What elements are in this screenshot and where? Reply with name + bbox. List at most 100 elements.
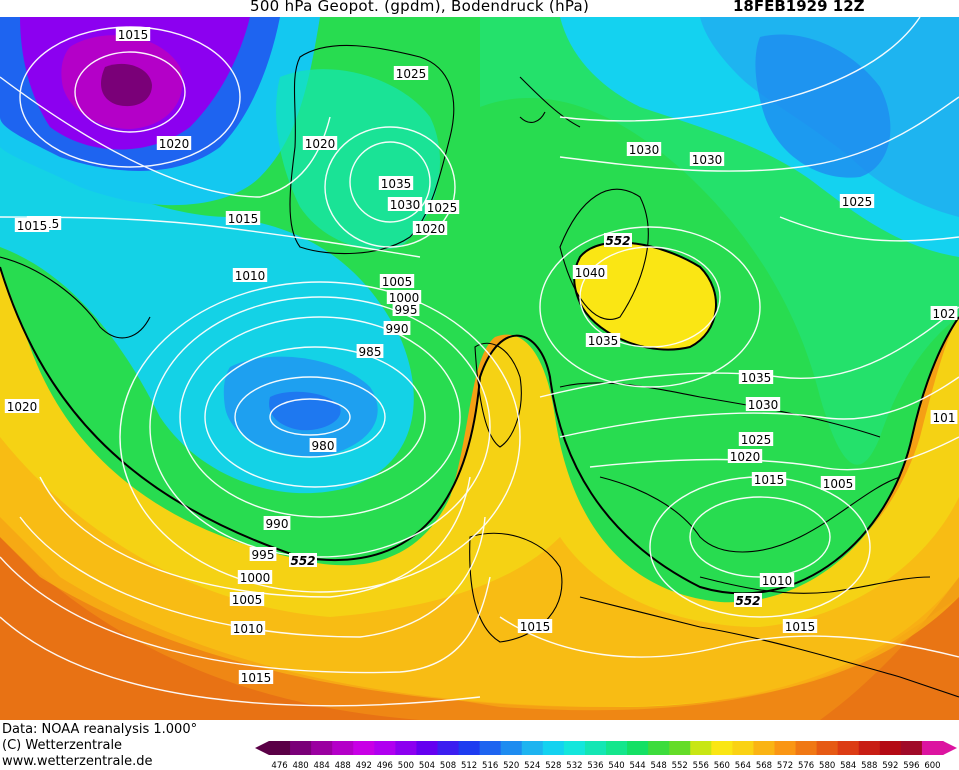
- isobar-label: 1000: [237, 570, 273, 585]
- isobar-label: 1015: [238, 670, 274, 685]
- legend-swatch: [353, 741, 375, 755]
- legend-tick-label: 500: [398, 761, 414, 770]
- legend-swatch: [774, 741, 797, 755]
- isobar-label-text: 990: [266, 517, 289, 531]
- isobar-label-text: 1020: [159, 137, 190, 151]
- legend-tick-label: 596: [903, 761, 919, 770]
- isobar-label-text: 1005: [232, 593, 263, 607]
- isobar-label: 101: [930, 410, 958, 425]
- legend-tick-label: 576: [798, 761, 814, 770]
- height-label: 552: [289, 553, 317, 568]
- isobar-label: 1035: [585, 333, 621, 348]
- legend-arrow-left: [255, 741, 269, 755]
- legend-tick-label: 584: [840, 761, 856, 770]
- isobar-label-text: 1015: [228, 212, 259, 226]
- isobar-label-text: 1015: [17, 219, 48, 233]
- isobar-label-text: 990: [386, 322, 409, 336]
- isobar-label: 985: [356, 344, 384, 359]
- color-scale-legend: 476 480 484 488 492 496 500 504 508 512 516 520 524 5…: [255, 741, 957, 770]
- isobar-label-text: 1020: [305, 137, 336, 151]
- isobar-label: 1000: [386, 290, 422, 305]
- legend-swatch: [858, 741, 881, 755]
- legend-swatch: [416, 741, 438, 755]
- legend-swatch: [879, 741, 902, 755]
- legend-swatch: [648, 741, 670, 755]
- legend-swatch: [627, 741, 649, 755]
- legend-swatch: [921, 741, 944, 755]
- isobar-label-text: 101: [933, 411, 956, 425]
- weather-map: 1015102010151025102010351030102510201015…: [0, 17, 959, 720]
- isobar-label-text: 1020: [730, 450, 761, 464]
- legend-tick-label: 492: [356, 761, 372, 770]
- isobar-label-text: 1025: [427, 201, 458, 215]
- legend-tick-label: 532: [566, 761, 582, 770]
- isobar-label: 1015: [751, 472, 787, 487]
- legend-swatch: [900, 741, 923, 755]
- legend-swatch: [837, 741, 860, 755]
- legend-tick-label: 588: [861, 761, 877, 770]
- legend-tick-label: 512: [461, 761, 477, 770]
- legend-arrow-right: [943, 741, 957, 755]
- legend-tick-label: 524: [524, 761, 540, 770]
- legend-swatch: [437, 741, 460, 755]
- isobar-label: 1005: [229, 592, 265, 607]
- legend-swatch: [816, 741, 839, 755]
- legend-tick-label: 548: [651, 761, 667, 770]
- isobar-label-text: 1020: [7, 400, 38, 414]
- isobar-label: 1030: [745, 397, 781, 412]
- legend-ticks: 476 480 484 488 492 496 500 504 508 512 516 520 524 5…: [271, 761, 940, 770]
- isobar-label: 1015: [115, 27, 151, 42]
- legend-tick-label: 488: [335, 761, 351, 770]
- legend-swatch: [500, 741, 523, 755]
- legend-swatch: [395, 741, 417, 755]
- legend-tick-label: 480: [292, 761, 308, 770]
- legend-tick-label: 568: [756, 761, 772, 770]
- isobar-label-text: 1000: [240, 571, 271, 585]
- isobar-label-text: 1035: [741, 371, 772, 385]
- legend-tick-label: 528: [545, 761, 561, 770]
- legend-swatch: [690, 741, 712, 755]
- data-credit: Data: NOAA reanalysis 1.000°: [2, 722, 198, 737]
- label-layer: 1015102010151025102010351030102510201015…: [4, 27, 958, 685]
- coastlines: [0, 44, 959, 698]
- height-label: 552: [604, 233, 632, 248]
- isobar-label: 1035: [738, 370, 774, 385]
- isobar-label-text: 1000: [389, 291, 420, 305]
- isobar-label-text: 995: [252, 548, 275, 562]
- legend-tick-label: 520: [503, 761, 519, 770]
- isobar-label-text: 1005: [823, 477, 854, 491]
- isoline-552-west: [0, 266, 959, 595]
- isobar-label-text: 1025: [396, 67, 427, 81]
- isobar-label: 1035: [378, 176, 414, 191]
- legend-swatch: [606, 741, 628, 755]
- isobar-label: 1025: [839, 194, 875, 209]
- isobar-label: 1015: [14, 218, 50, 233]
- isobar-label: 1005: [820, 476, 856, 491]
- isobar-label-text: 980: [312, 439, 335, 453]
- legend-swatch: [374, 741, 396, 755]
- legend-swatch: [711, 741, 733, 755]
- height-label-text: 552: [735, 594, 760, 608]
- legend-swatch: [669, 741, 691, 755]
- isobar-label-text: 1025: [842, 195, 873, 209]
- isobar-label-text: 102: [933, 307, 956, 321]
- isobar-label-text: 1015: [754, 473, 785, 487]
- isobar-label: 1020: [156, 136, 192, 151]
- legend-tick-label: 572: [777, 761, 793, 770]
- isobar-label: 1005: [379, 274, 415, 289]
- isobar-label: 1025: [738, 432, 774, 447]
- legend-swatch: [290, 741, 312, 755]
- legend-swatch: [584, 741, 607, 755]
- height-label-text: 552: [605, 234, 630, 248]
- isobar-label-text: 1035: [588, 334, 619, 348]
- isobar-label: 1020: [4, 399, 40, 414]
- legend-swatch: [521, 741, 544, 755]
- isobar-label-text: 1030: [692, 153, 723, 167]
- isobar-label: 1020: [727, 449, 763, 464]
- url-credit: www.wetterzentrale.de: [2, 754, 153, 769]
- legend-tick-label: 504: [419, 761, 435, 770]
- isobar-label-text: 1025: [741, 433, 772, 447]
- isobar-label: 1030: [689, 152, 725, 167]
- legend-swatch: [542, 741, 565, 755]
- legend-swatches: [255, 741, 957, 755]
